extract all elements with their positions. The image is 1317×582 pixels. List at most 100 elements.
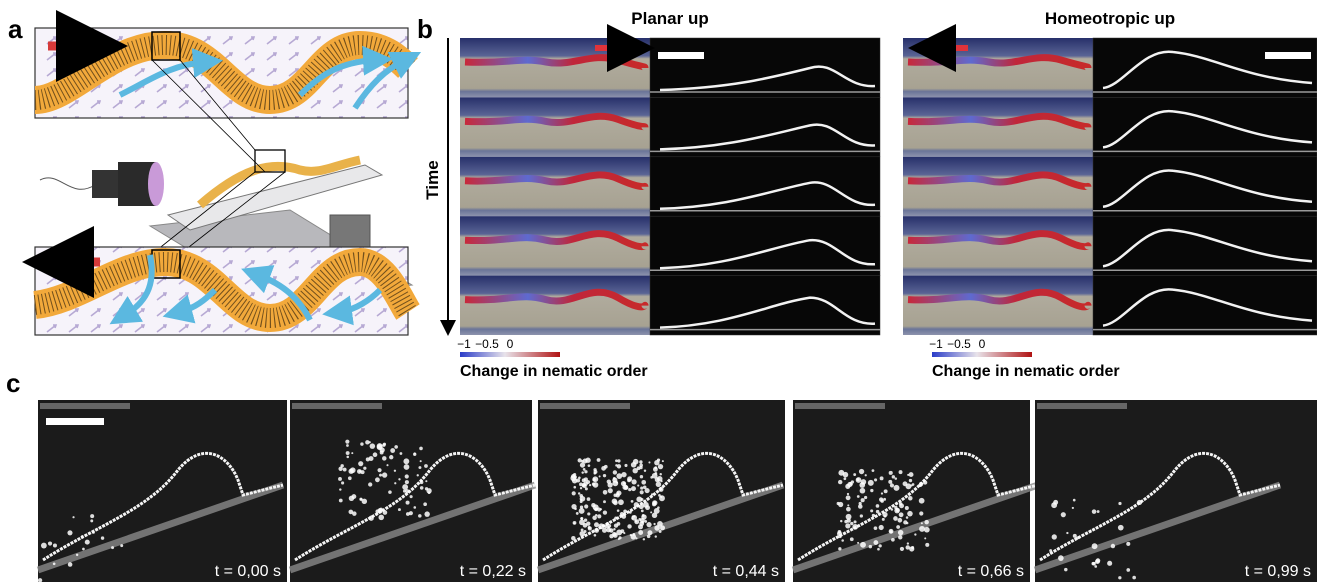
particle [1094,565,1097,568]
particle [617,509,620,512]
simulation-frame [460,276,650,335]
particle [654,525,660,531]
particle [373,452,378,457]
particle [860,514,863,517]
particle [645,505,650,510]
particle [640,475,643,478]
colorbar-tick: −1 [457,337,471,351]
particle [343,468,347,472]
particle [588,526,592,530]
particle [846,518,850,522]
particle [897,518,902,523]
particle [419,447,423,451]
particle [919,498,925,504]
particle [633,468,638,473]
particle [847,493,849,495]
particle [1111,544,1115,548]
particle [578,492,580,494]
particle [358,461,363,466]
particle [1107,561,1112,566]
particle [650,511,652,513]
particle [53,562,56,565]
particle [853,473,856,476]
particle [587,497,591,501]
particle [646,522,651,527]
particle [924,537,926,539]
particle [876,510,879,513]
particle [403,490,406,493]
particle [638,518,641,521]
panel-label: c [6,368,20,398]
particle [870,489,873,492]
particle [651,493,653,495]
particle [861,479,867,485]
particle [67,530,72,535]
particle [1061,512,1066,517]
particle [403,458,409,464]
particle [615,464,617,466]
particle [588,464,591,467]
particle [870,509,873,512]
particle [573,522,575,524]
particle [659,487,664,492]
particle [604,465,608,469]
particle [846,507,851,512]
particle [889,530,892,533]
particle [892,475,895,478]
particle [894,506,897,509]
particle [594,534,597,537]
particle [859,502,862,505]
particle [843,477,846,480]
particle [882,518,885,521]
particle [420,480,424,484]
particle [348,476,352,480]
particle [907,511,913,517]
particle [602,528,607,533]
particle [847,504,849,506]
particle [840,520,842,522]
particle [584,477,588,481]
particle [865,474,867,476]
particle [869,545,872,548]
particle [613,477,616,480]
particle [579,508,585,514]
particle [584,504,588,508]
timestamp-strip [40,403,130,409]
particle [583,468,586,471]
experiment-frame [1093,38,1317,97]
particle [633,459,639,465]
particle [647,530,652,535]
particle [846,495,851,500]
particle [645,488,650,493]
particle [90,519,93,522]
particle [369,516,374,521]
particle [571,504,576,509]
particle [845,523,850,528]
particle [585,487,588,490]
particle [864,496,867,499]
particle [919,482,923,486]
particle [405,474,409,478]
particle [899,512,904,517]
particle [876,504,880,508]
particle [92,531,95,534]
particle [658,464,663,469]
particle [924,520,928,524]
particle [662,460,664,462]
particle [609,528,613,532]
particle [618,499,624,505]
particle [382,456,387,461]
particle [76,554,78,556]
particle [603,474,606,477]
particle [346,444,349,447]
panel-label: a [8,14,23,44]
particle [603,500,606,503]
column-title: Homeotropic up [1045,9,1175,28]
particle [613,528,615,530]
particle [338,467,342,471]
particle [583,481,588,486]
time-label: Time [423,160,442,199]
particle [594,470,598,474]
particle [380,451,384,455]
particle [339,488,341,490]
